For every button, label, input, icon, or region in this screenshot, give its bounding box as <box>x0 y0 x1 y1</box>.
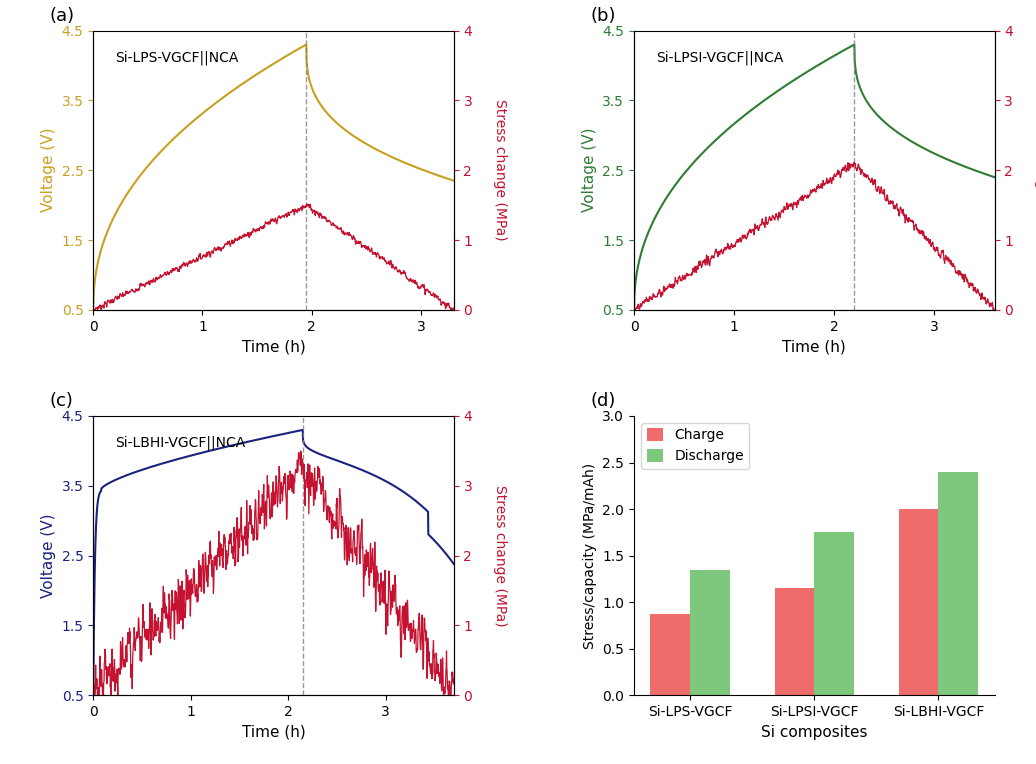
Text: Si-LBHI-VGCF||NCA: Si-LBHI-VGCF||NCA <box>115 435 246 450</box>
Legend: Charge, Discharge: Charge, Discharge <box>641 423 749 469</box>
Bar <box>814 533 854 695</box>
Bar <box>939 472 978 695</box>
Y-axis label: Stress/capacity (MPa/mAh): Stress/capacity (MPa/mAh) <box>583 462 597 649</box>
X-axis label: Time (h): Time (h) <box>782 339 846 354</box>
Text: (a): (a) <box>50 7 75 25</box>
Text: (d): (d) <box>591 393 616 410</box>
X-axis label: Time (h): Time (h) <box>241 339 306 354</box>
Y-axis label: Stress change (MPa): Stress change (MPa) <box>493 485 508 626</box>
Text: Si-LPS-VGCF||NCA: Si-LPS-VGCF||NCA <box>115 50 238 65</box>
Text: (b): (b) <box>591 7 616 25</box>
Y-axis label: Voltage (V): Voltage (V) <box>41 513 56 598</box>
Bar <box>690 570 730 695</box>
Y-axis label: Stress change (MPa): Stress change (MPa) <box>493 99 508 241</box>
X-axis label: Si composites: Si composites <box>761 724 867 740</box>
X-axis label: Time (h): Time (h) <box>241 724 306 740</box>
Text: (c): (c) <box>50 393 74 410</box>
Bar <box>775 588 814 695</box>
Y-axis label: Stress change (MPa): Stress change (MPa) <box>1034 99 1036 241</box>
Bar <box>651 614 690 695</box>
Text: Si-LPSI-VGCF||NCA: Si-LPSI-VGCF||NCA <box>656 50 783 65</box>
Bar <box>898 509 939 695</box>
Y-axis label: Voltage (V): Voltage (V) <box>41 128 56 212</box>
Y-axis label: Voltage (V): Voltage (V) <box>582 128 597 212</box>
